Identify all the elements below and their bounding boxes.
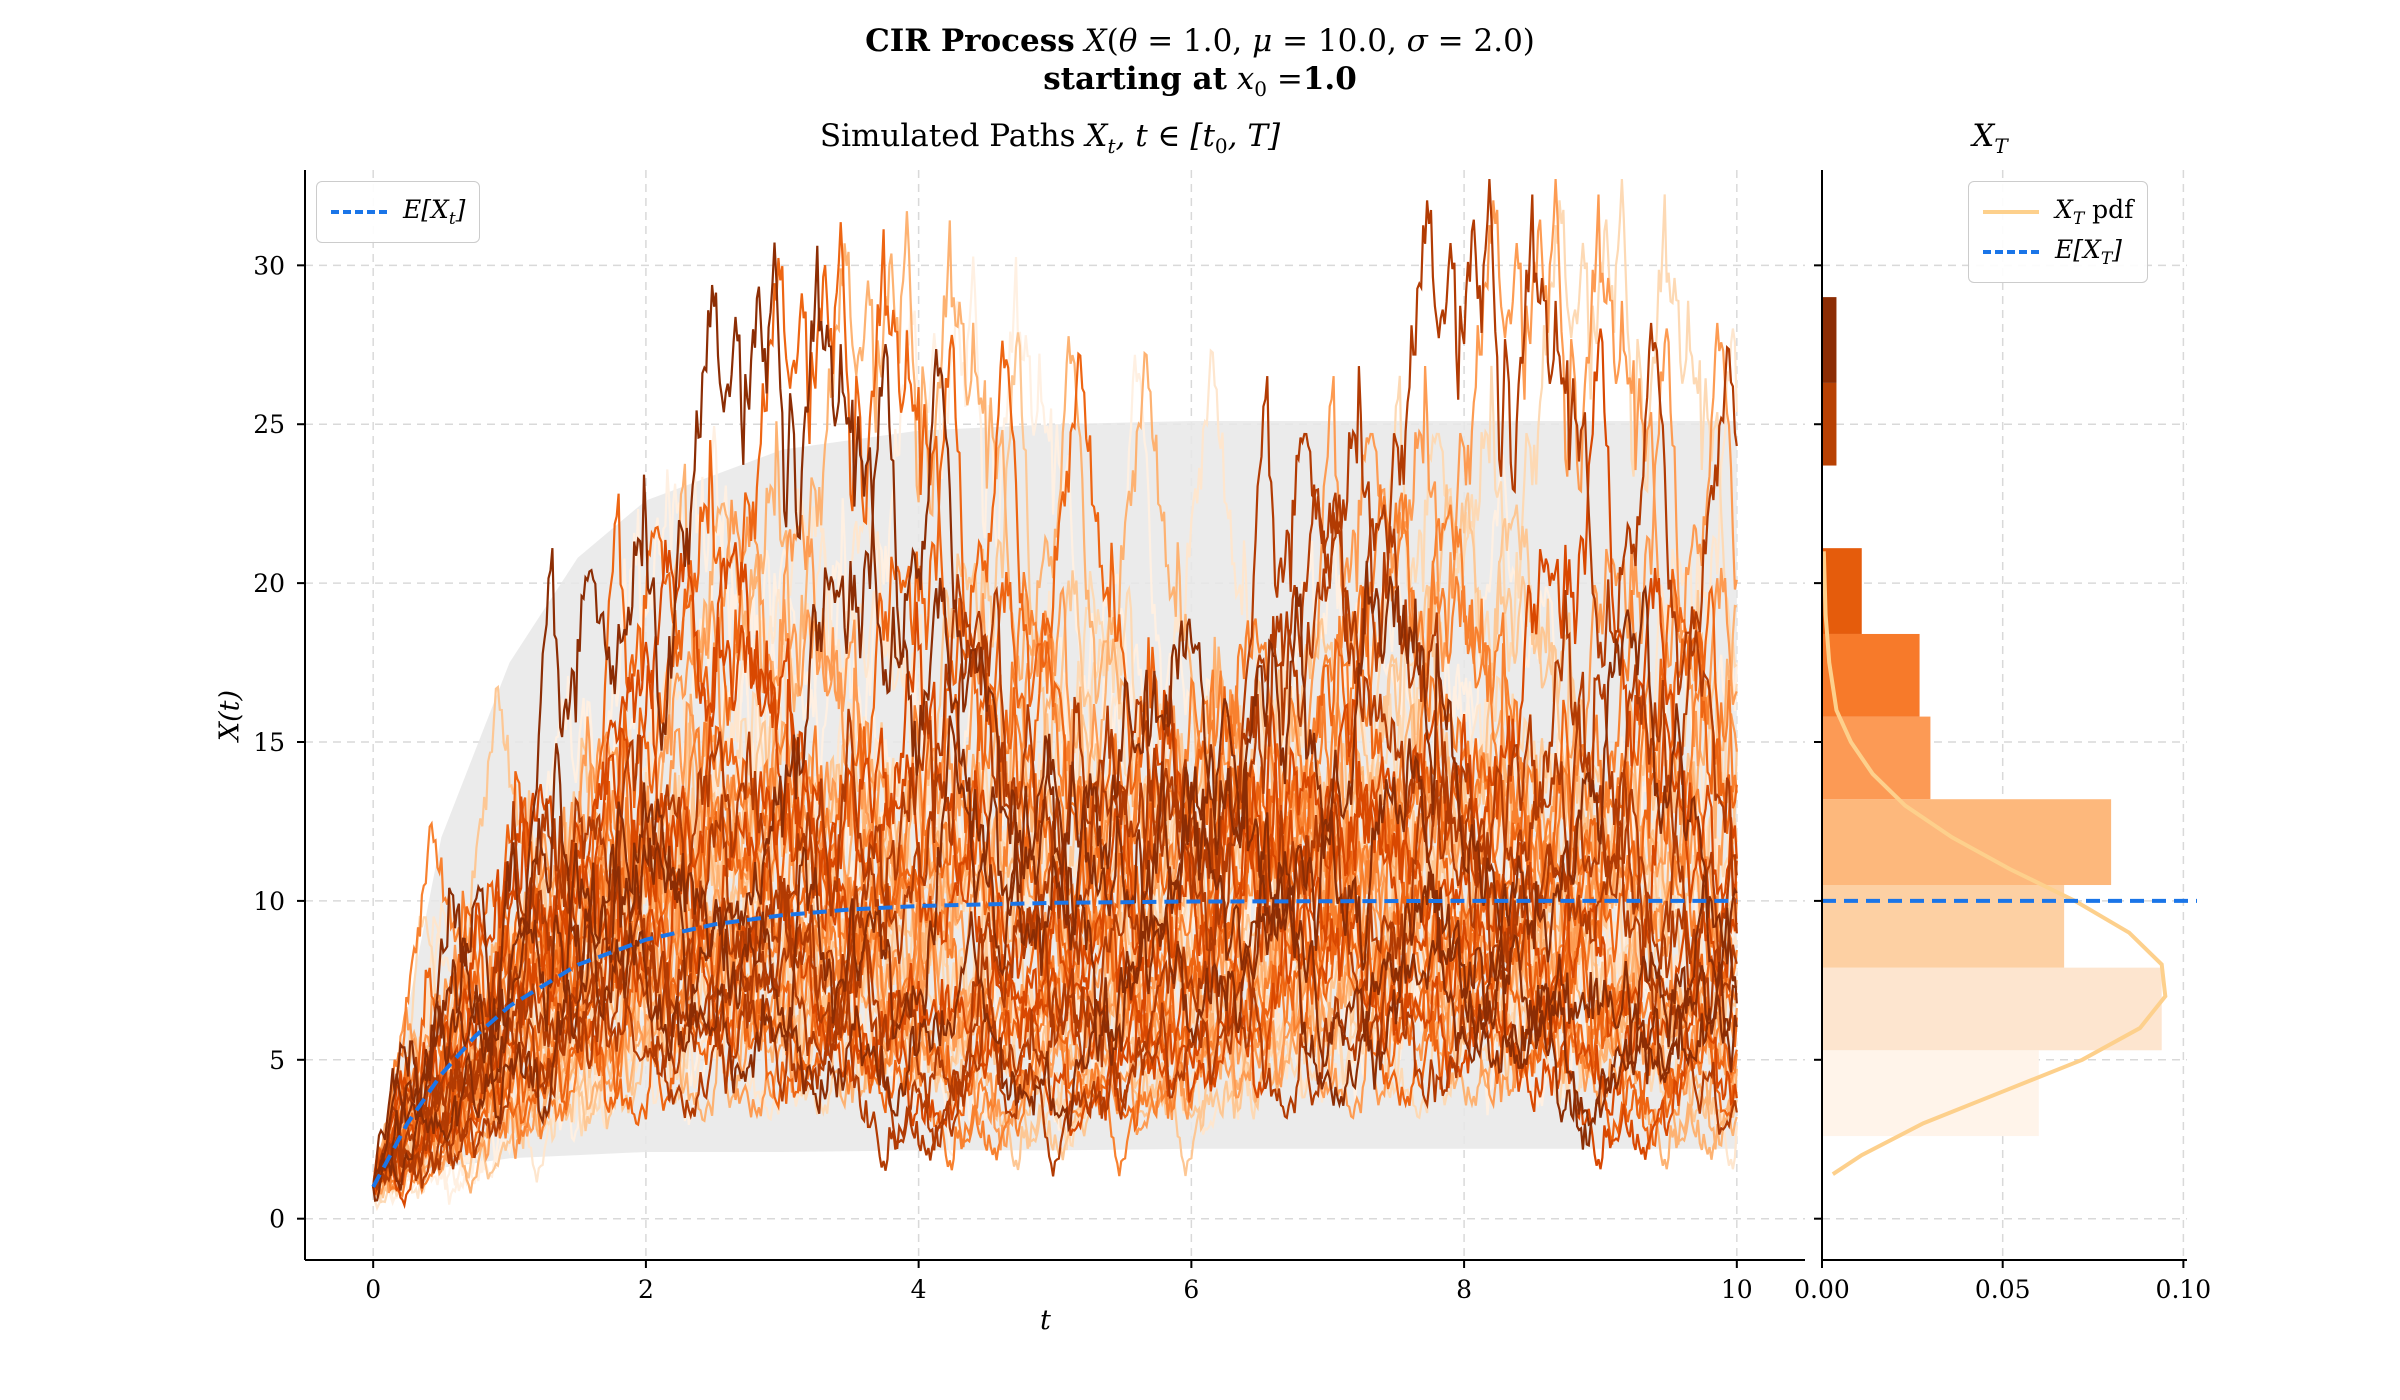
legend-swatch xyxy=(1983,250,2039,254)
y-axis-label: X(t) xyxy=(214,689,246,742)
path-line xyxy=(372,484,1738,1188)
path-line xyxy=(372,752,1738,1193)
figure-title-bold: CIR Process xyxy=(865,23,1075,59)
path-line xyxy=(372,584,1738,1202)
x-tick-label: 0.10 xyxy=(2156,1275,2212,1304)
histogram-bar xyxy=(1822,1050,2039,1137)
histogram-bar xyxy=(1822,716,1931,800)
paths-axis-title: Simulated Paths Xt, t ∈ [t0, T] xyxy=(819,118,1281,159)
figure-title-line2: starting at x0 =1.0 xyxy=(1043,61,1357,102)
y-tick-label: 10 xyxy=(253,887,285,916)
paths-legend: E[Xt] xyxy=(316,181,481,243)
x-tick-label: 0.00 xyxy=(1794,1275,1850,1304)
x-tick-label: 6 xyxy=(1183,1275,1199,1304)
y-tick-label: 25 xyxy=(253,410,285,439)
histogram-bar xyxy=(1822,297,1837,383)
x-tick-label: 8 xyxy=(1456,1275,1472,1304)
axes-spines xyxy=(304,170,2187,1261)
y-tick-label: 5 xyxy=(269,1046,285,1075)
path-line xyxy=(373,484,1738,1189)
simulated-paths xyxy=(372,178,1738,1212)
axis-ticks: 0 2 4 6 8 10 0 5 10 15 20 25 30 0.00 0.05 0.10 xyxy=(253,251,2211,1304)
histogram-bar xyxy=(1822,633,1920,717)
x-tick-label: 2 xyxy=(638,1275,654,1304)
histogram-bar xyxy=(1822,967,2162,1051)
histogram-bar xyxy=(1822,382,1837,466)
histogram-bar xyxy=(1822,548,1862,634)
hist-legend: XT pdf E[XT] xyxy=(1968,181,2149,283)
legend-item-mean: E[Xt] xyxy=(331,192,465,232)
histogram-bars xyxy=(1822,297,2162,1137)
hist-axis-title: XT xyxy=(1972,118,2008,159)
legend-item-hist-mean: E[XT] xyxy=(1983,232,2133,272)
histogram-bar xyxy=(1822,885,2065,968)
x-tick-label: 0.05 xyxy=(1975,1275,2031,1304)
mean-line xyxy=(371,898,1737,1188)
y-tick-label: 20 xyxy=(253,569,285,598)
x-tick-label: 0 xyxy=(365,1275,381,1304)
figure-title-line1: CIR Process X(θ = 1.0, μ = 10.0, σ = 2.0… xyxy=(865,23,1535,59)
path-line xyxy=(372,242,1738,1188)
x-tick-label: 4 xyxy=(911,1275,927,1304)
y-tick-label: 0 xyxy=(269,1205,285,1234)
legend-item-pdf: XT pdf xyxy=(1983,192,2133,232)
histogram-bar xyxy=(1822,799,2112,886)
x-tick-label: 10 xyxy=(1721,1275,1753,1304)
y-tick-label: 30 xyxy=(253,251,285,280)
y-tick-label: 15 xyxy=(253,728,285,757)
legend-swatch xyxy=(1983,210,2039,214)
path-line xyxy=(372,343,1738,1188)
x-axis-label: t xyxy=(1040,1305,1051,1336)
legend-swatch xyxy=(331,210,387,214)
